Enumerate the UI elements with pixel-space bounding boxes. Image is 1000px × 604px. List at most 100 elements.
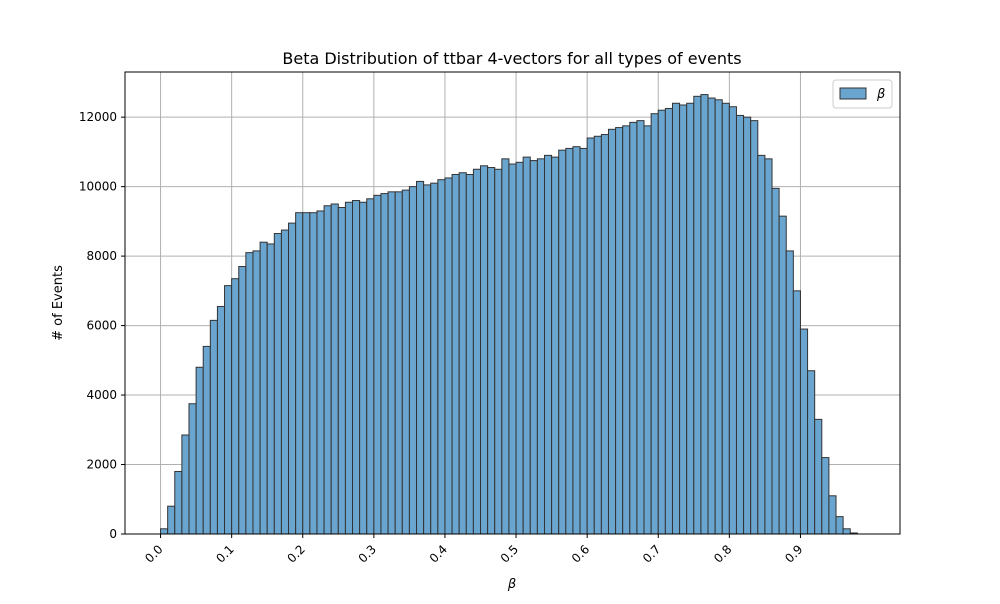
histogram-bar: [643, 125, 652, 535]
histogram-bar: [451, 173, 460, 535]
histogram-bar: [458, 172, 467, 535]
histogram-bar: [679, 104, 688, 535]
histogram-bar: [487, 167, 496, 535]
histogram-bar: [586, 137, 595, 535]
histogram-bar: [543, 154, 553, 535]
histogram-bar: [209, 319, 218, 535]
histogram-bar: [423, 184, 432, 535]
histogram-bar: [529, 160, 538, 535]
histogram-bar: [295, 212, 304, 535]
histogram-bar: [664, 107, 673, 535]
x-axis-ticks: 0.0 0.1 0.2 0.3 0.4 0.5 0.6 0.7 0.8 0.9: [142, 534, 806, 566]
histogram-bar: [472, 168, 482, 535]
histogram-bar: [238, 266, 247, 535]
y-tick-label: 2000: [86, 458, 117, 472]
histogram-bar: [494, 168, 503, 535]
x-tick-label: 0.6: [569, 542, 592, 565]
histogram-bar: [302, 212, 311, 535]
histogram-bar: [359, 201, 368, 535]
histogram-bar: [607, 128, 617, 535]
histogram-bar: [707, 97, 716, 535]
histogram-bar: [273, 233, 282, 535]
histogram-bar: [799, 328, 809, 535]
histogram-bar: [394, 191, 403, 535]
histogram-bar: [309, 212, 318, 535]
histogram-bar: [579, 147, 588, 535]
histogram-bar: [743, 116, 752, 535]
histogram-bar: [700, 94, 709, 535]
histogram-bar: [216, 305, 226, 535]
histogram-bar: [522, 156, 531, 535]
legend-swatch: [839, 87, 867, 100]
x-tick-label: 0.4: [427, 542, 450, 565]
histogram-bar: [814, 418, 823, 535]
plot-frame: [124, 71, 901, 535]
histogram-bar: [778, 215, 787, 535]
histogram-bar: [181, 434, 190, 535]
histogram-bar: [807, 370, 816, 535]
histogram-bar: [508, 163, 517, 535]
legend-label: β: [876, 87, 885, 102]
histogram-bar: [828, 495, 837, 535]
x-tick-label: 0.1: [213, 542, 236, 565]
histogram-bar: [693, 95, 702, 535]
histogram-bar: [202, 345, 211, 535]
histogram-bar: [536, 158, 545, 535]
histogram-bar: [636, 120, 645, 535]
histogram-bar: [408, 186, 418, 535]
histogram-bar: [316, 210, 325, 535]
histogram-bar: [437, 179, 446, 535]
histogram-bar: [245, 252, 254, 535]
histogram-bar: [842, 528, 851, 535]
histogram-bar: [330, 203, 339, 535]
histogram-bar: [174, 470, 183, 535]
y-tick-label: 6000: [86, 319, 117, 333]
histogram-bar: [757, 154, 766, 535]
x-tick-label: 0.5: [498, 542, 521, 565]
histogram-bar: [252, 250, 261, 535]
histogram-bar: [593, 135, 602, 535]
histogram-bar: [167, 505, 176, 535]
histogram-bar: [764, 158, 773, 535]
histogram-bar: [280, 229, 290, 535]
histogram-bar: [387, 191, 396, 535]
histogram-bar: [671, 102, 681, 535]
histogram-bar: [622, 125, 631, 535]
histogram-bar: [686, 102, 695, 535]
x-tick-label: 0.8: [711, 542, 734, 565]
histogram-bar: [501, 158, 510, 535]
y-tick-label: 4000: [86, 388, 117, 402]
histogram-bar: [344, 201, 354, 535]
histogram-bar: [266, 243, 275, 535]
histogram-bar: [337, 206, 346, 535]
histogram-bar: [366, 198, 375, 535]
histogram-bar: [444, 177, 453, 535]
histogram-bar: [515, 161, 524, 535]
histogram-bar: [465, 173, 474, 535]
histogram-bar: [714, 99, 723, 535]
histogram-bar: [657, 109, 666, 535]
x-axis-label: β: [507, 577, 516, 592]
histogram-bar: [401, 189, 410, 535]
y-tick-label: 8000: [86, 249, 117, 263]
histogram-bar: [785, 250, 794, 535]
histogram-bar: [835, 516, 844, 535]
histogram-bar: [771, 187, 780, 535]
histogram-bar: [629, 121, 638, 535]
histogram-bar: [188, 403, 197, 535]
histogram-bar: [650, 113, 659, 535]
bars-layer: [160, 94, 858, 535]
histogram-bar: [259, 241, 268, 535]
histogram-bar: [231, 278, 240, 535]
x-tick-label: 0.9: [782, 542, 805, 565]
x-tick-label: 0.7: [640, 542, 663, 565]
y-axis-ticks: 0 2000 4000 6000 8000 10000 12000: [79, 110, 125, 541]
y-tick-label: 12000: [79, 110, 117, 124]
histogram-bar: [373, 194, 382, 535]
histogram-bar: [380, 193, 389, 535]
histogram-bar: [721, 102, 730, 535]
histogram-bar: [572, 146, 581, 535]
histogram-bar: [195, 366, 204, 535]
